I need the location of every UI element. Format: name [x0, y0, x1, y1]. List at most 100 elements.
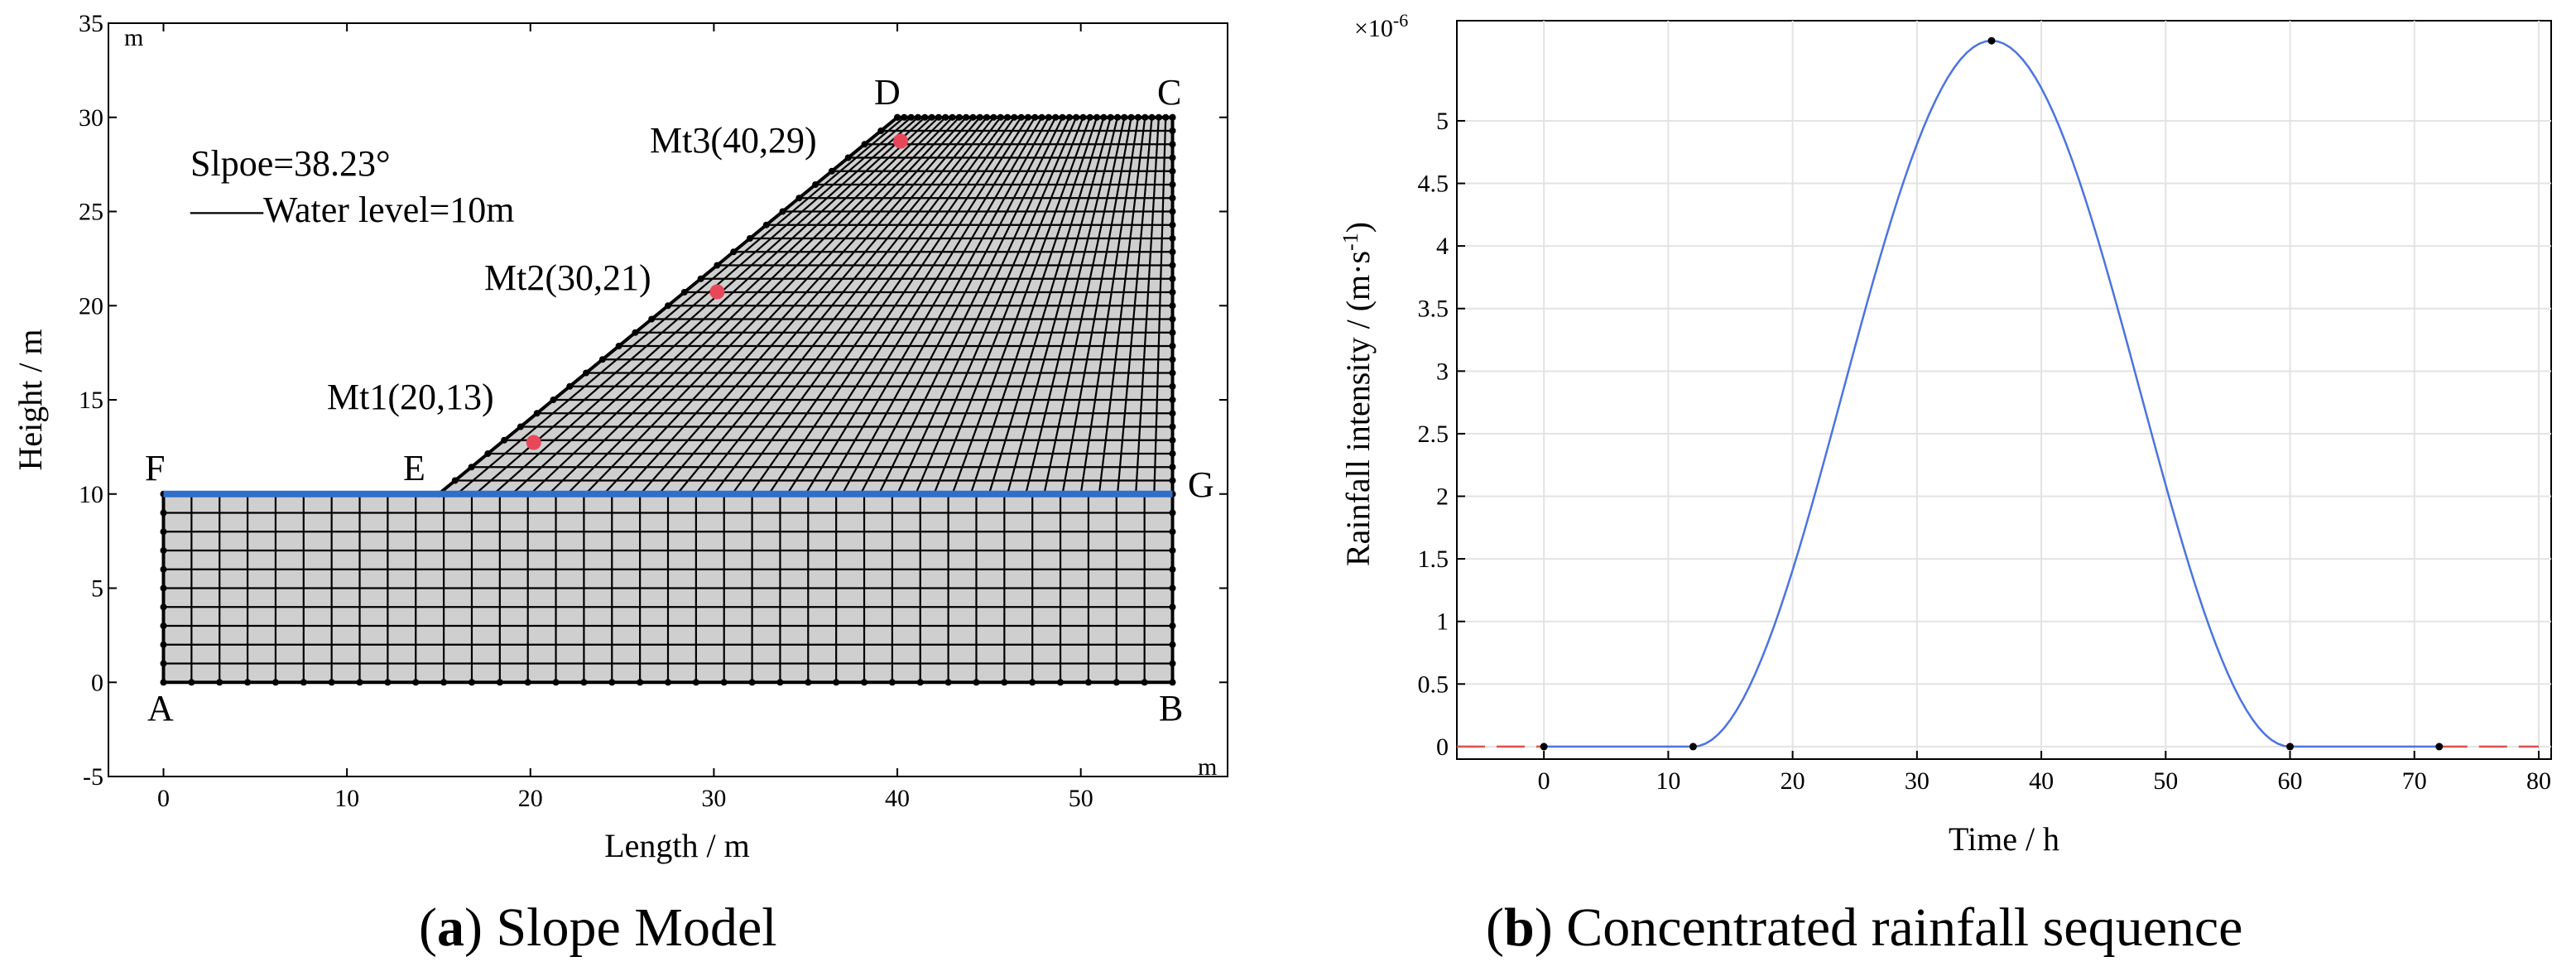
mesh-node	[1024, 113, 1031, 121]
mesh-node	[1114, 113, 1122, 121]
y-tick-label: 5	[91, 575, 103, 603]
mesh-node	[1155, 113, 1162, 121]
water-level-legend: ——Water level=10m	[190, 190, 515, 230]
mesh-node	[468, 464, 475, 471]
x-tick-label: 10	[1656, 767, 1680, 795]
mesh-node	[384, 679, 392, 686]
y-tick-label: 0	[1436, 733, 1449, 761]
mesh-node	[1113, 679, 1120, 686]
mesh-node	[1134, 113, 1141, 121]
mesh-node	[160, 623, 167, 629]
point-label-D: D	[874, 72, 901, 113]
x-tick-label: 30	[1905, 767, 1930, 795]
mesh-node	[894, 113, 901, 121]
mesh-node	[1169, 528, 1176, 536]
mesh-node	[935, 113, 942, 121]
monitor-point-mt2	[709, 284, 725, 300]
mesh-node	[1169, 235, 1176, 242]
mesh-node	[1169, 369, 1176, 377]
mesh-node	[730, 248, 738, 256]
mesh-line	[1116, 117, 1153, 494]
mesh-node	[805, 679, 812, 686]
mesh-node	[955, 113, 963, 121]
mesh-node	[160, 509, 167, 517]
x-tick-label: 40	[885, 785, 910, 812]
mesh-node	[714, 262, 721, 269]
mesh-node	[861, 141, 868, 148]
mesh-node	[1086, 113, 1093, 121]
mesh-node	[1127, 113, 1135, 121]
mesh-node	[1169, 565, 1176, 573]
mesh-line	[694, 117, 995, 495]
mesh-node	[1100, 113, 1108, 121]
mesh-node	[1169, 464, 1176, 471]
mesh-node	[1031, 113, 1039, 121]
mesh-node	[550, 397, 557, 403]
mesh-node	[1073, 113, 1080, 121]
y-tick-label: 30	[79, 104, 103, 132]
mesh-node	[1169, 641, 1176, 648]
y-tick-label: 0	[91, 669, 103, 696]
x-tick-label: 40	[2029, 767, 2054, 795]
mesh-node	[697, 275, 704, 282]
panel-a-x-axis-title: Length / m	[604, 827, 750, 864]
mesh-node	[356, 679, 363, 686]
mesh-line	[786, 117, 1029, 495]
mesh-line	[474, 116, 912, 495]
mesh-node	[598, 356, 606, 363]
mesh-node	[1107, 113, 1114, 121]
mesh-node	[720, 679, 728, 686]
panel-a-ticks: 0 10 20 30 40 50 -5 0 5 10 15 20 25 30 35	[79, 10, 1228, 812]
mesh-line	[676, 117, 988, 495]
mesh-node	[969, 113, 977, 121]
mesh-node	[795, 195, 803, 202]
y-tick-label: 2	[1436, 483, 1449, 511]
mesh-node	[552, 679, 560, 686]
mesh-node	[748, 679, 756, 686]
y-tick-label: 10	[79, 481, 103, 508]
monitor-point-mt3	[893, 133, 909, 149]
curve-marker	[2286, 743, 2295, 751]
mesh-node	[1038, 113, 1045, 121]
y-tick-label: -5	[83, 763, 103, 791]
point-label-C: C	[1157, 72, 1181, 113]
mesh-node	[997, 113, 1004, 121]
mesh-node	[949, 113, 956, 121]
mesh-line	[1135, 117, 1160, 494]
mesh-node	[1169, 584, 1176, 592]
mesh-node	[160, 603, 167, 611]
mesh-line	[915, 117, 1078, 495]
mesh-line	[933, 117, 1084, 495]
mesh-node	[746, 235, 753, 242]
mesh-node	[1169, 450, 1176, 457]
mesh-node	[901, 113, 908, 121]
panel-b-y-axis-title: Rainfall intensity / (m·s-1)	[1338, 222, 1377, 566]
mesh-node	[1084, 679, 1092, 686]
mesh-node	[160, 660, 167, 667]
panel-b-plot	[1457, 36, 2539, 751]
mesh-node	[861, 679, 868, 686]
x-tick-label: 20	[518, 785, 543, 812]
mesh-node	[1169, 275, 1176, 282]
mesh-node	[524, 679, 531, 686]
panel-a-x-unit: m	[1198, 753, 1217, 781]
panel-b-ticks: 0 10 20 30 40 50 60 70 80 0 0.5 1 1.5 2 2.5 3 3.5 4 4.5 5	[1418, 108, 2551, 795]
mesh-node	[583, 369, 590, 377]
mesh-node	[1141, 113, 1149, 121]
slope-mesh	[160, 113, 1176, 686]
mesh-node	[188, 679, 195, 686]
y-tick-label: 15	[79, 387, 103, 414]
mesh-node	[1093, 113, 1101, 121]
y-tick-label: 4.5	[1418, 171, 1449, 198]
mesh-line	[1043, 117, 1126, 494]
mesh-node	[440, 679, 448, 686]
mesh-node	[1169, 289, 1176, 296]
mesh-node	[1029, 679, 1036, 686]
monitor-point-mt1	[526, 435, 541, 450]
mesh-node	[1162, 113, 1170, 121]
mesh-node	[1169, 302, 1176, 310]
mesh-line	[823, 117, 1043, 495]
mesh-node	[665, 679, 671, 686]
mesh-line	[530, 116, 933, 495]
mesh-node	[1169, 127, 1176, 134]
